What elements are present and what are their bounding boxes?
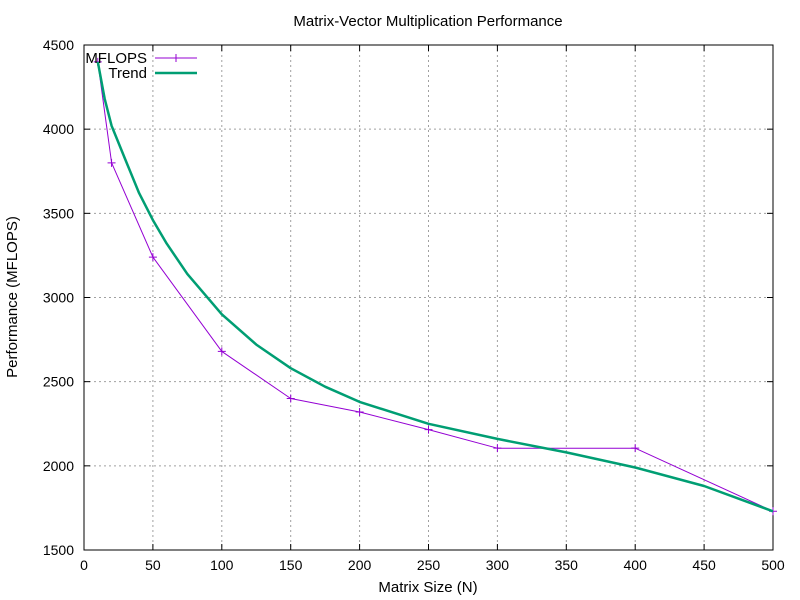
x-tick-label: 100 — [210, 557, 234, 573]
series-line-trend — [96, 61, 774, 513]
data-point — [355, 407, 364, 416]
x-tick-label: 350 — [555, 557, 579, 573]
data-point — [424, 425, 433, 434]
x-tick-label: 200 — [348, 557, 372, 573]
y-tick-label: 3500 — [43, 205, 74, 221]
data-point — [286, 394, 295, 403]
y-tick-label: 2500 — [43, 374, 74, 390]
axis-ticks: 0 50 100 150 200 250 300 350 400 450 500 1500 2000 25… — [43, 37, 785, 573]
x-axis-title: Matrix Size (N) — [378, 579, 477, 596]
x-tick-label: 0 — [80, 557, 88, 573]
series-mflops — [93, 57, 777, 516]
y-tick-label: 1500 — [43, 542, 74, 558]
y-tick-label: 3000 — [43, 290, 74, 306]
x-tick-label: 400 — [624, 557, 648, 573]
series-trend — [96, 61, 774, 513]
data-point — [631, 444, 640, 453]
data-point — [493, 444, 502, 453]
chart-title: Matrix-Vector Multiplication Performance — [293, 13, 562, 30]
y-tick-label: 4000 — [43, 121, 74, 137]
x-tick-label: 250 — [417, 557, 441, 573]
series-line-mflops — [97, 61, 774, 512]
x-tick-label: 500 — [761, 557, 785, 573]
y-axis-title: Performance (MFLOPS) — [4, 216, 21, 378]
series-layer — [93, 57, 777, 516]
x-tick-label: 450 — [692, 557, 716, 573]
data-point — [148, 253, 157, 262]
x-tick-label: 300 — [486, 557, 510, 573]
data-point — [217, 347, 226, 356]
y-tick-label: 4500 — [43, 37, 74, 53]
legend-label-mflops: MFLOPS — [85, 50, 147, 67]
y-tick-label: 2000 — [43, 458, 74, 474]
grid-lines — [84, 45, 773, 550]
x-tick-label: 50 — [145, 557, 161, 573]
legend-label-trend: Trend — [108, 65, 147, 82]
legend-marker — [172, 54, 180, 62]
data-point — [107, 158, 116, 167]
x-tick-label: 150 — [279, 557, 303, 573]
